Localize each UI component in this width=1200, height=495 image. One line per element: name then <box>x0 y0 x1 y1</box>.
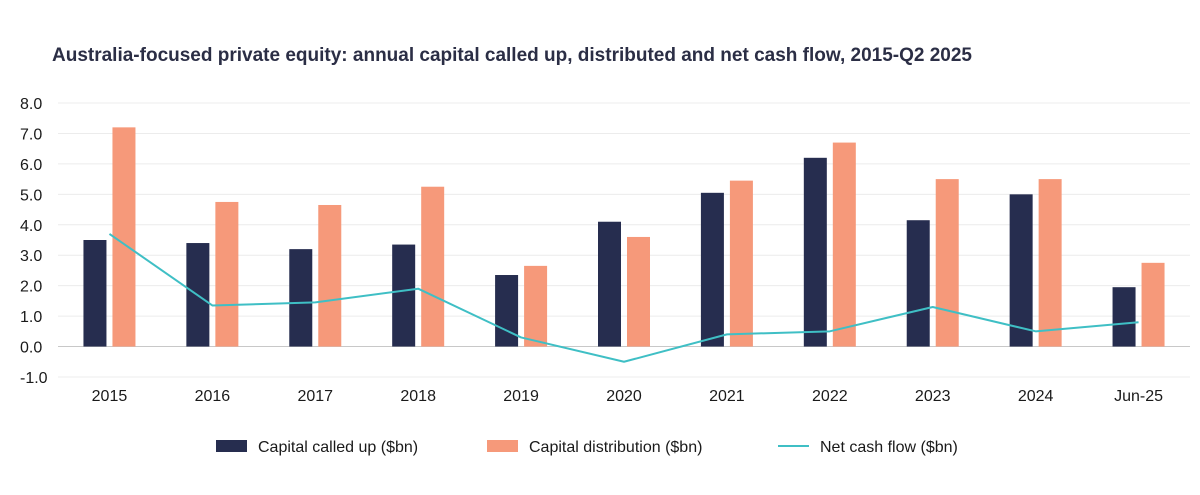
x-tick-label: 2023 <box>915 388 951 405</box>
x-tick-label: 2017 <box>297 388 333 405</box>
x-tick-label: 2024 <box>1018 388 1054 405</box>
bar-capital-distribution-2017 <box>318 204 342 347</box>
bar-capital-distribution-2015 <box>112 127 136 347</box>
bar-capital-distribution-2021 <box>729 180 753 347</box>
net-cash-flow-line <box>108 233 1139 363</box>
bar-capital-distribution-2016 <box>215 201 239 347</box>
bar-capital-distribution-2023 <box>935 179 959 347</box>
x-tick-label: 2016 <box>195 388 231 405</box>
y-tick-label: 5.0 <box>20 187 42 204</box>
y-tick-label: 8.0 <box>20 96 42 113</box>
x-tick-label: 2019 <box>503 388 539 405</box>
bar-capital-distribution-2018 <box>421 186 445 347</box>
bar-capital-called-up-2022 <box>803 157 827 347</box>
y-axis: 8.0 7.0 6.0 5.0 4.0 3.0 2.0 1.0 0.0 -1.0 <box>20 96 48 387</box>
y-tick-label: 2.0 <box>20 279 42 296</box>
bar-capital-called-up-2023 <box>906 220 930 347</box>
bar-capital-called-up-2024 <box>1009 194 1033 347</box>
y-tick-label: 6.0 <box>20 157 42 174</box>
net-cash-flow-line-group <box>108 233 1139 363</box>
legend-label: Capital called up ($bn) <box>258 439 418 456</box>
bar-capital-distribution-2024 <box>1038 179 1062 347</box>
legend-item: Net cash flow ($bn) <box>778 439 958 456</box>
legend-item: Capital called up ($bn) <box>216 439 418 456</box>
x-tick-label: 2020 <box>606 388 642 405</box>
bar-capital-called-up-2017 <box>289 249 313 347</box>
bar-capital-distribution-2022 <box>832 142 856 347</box>
x-tick-label: Jun-25 <box>1114 388 1163 405</box>
bar-capital-called-up-2019 <box>495 275 519 347</box>
legend-label: Net cash flow ($bn) <box>820 439 958 456</box>
y-tick-label: 7.0 <box>20 126 42 143</box>
y-tick-label: 0.0 <box>20 340 42 357</box>
bar-capital-distribution-2020 <box>627 236 650 347</box>
bar-capital-called-up-2018 <box>392 244 416 347</box>
bar-capital-called-up-2021 <box>700 192 724 347</box>
y-tick-label: 4.0 <box>20 218 42 235</box>
legend-label: Capital distribution ($bn) <box>529 439 702 456</box>
bar-capital-distribution-jun-25 <box>1141 262 1165 347</box>
x-tick-label: 2015 <box>92 388 128 405</box>
legend: Capital called up ($bn) Capital distribut… <box>216 439 958 456</box>
grid <box>58 102 1190 378</box>
x-tick-label: 2021 <box>709 388 745 405</box>
bar-capital-called-up-2020 <box>598 221 621 347</box>
y-tick-label: -1.0 <box>20 370 48 387</box>
chart-title: Australia-focused private equity: annual… <box>52 45 972 66</box>
x-tick-label: 2022 <box>812 388 848 405</box>
bar-capital-distribution-2019 <box>524 265 548 347</box>
legend-swatch <box>216 440 247 452</box>
y-tick-label: 1.0 <box>20 309 42 326</box>
x-axis: 2015 2016 2017 2018 2019 2020 2021 2022 2023 2024… <box>92 388 1163 405</box>
legend-swatch <box>487 440 518 452</box>
x-tick-label: 2018 <box>400 388 436 405</box>
y-tick-label: 3.0 <box>20 248 42 265</box>
legend-item: Capital distribution ($bn) <box>487 439 702 456</box>
bars <box>83 127 1165 347</box>
bar-capital-called-up-jun-25 <box>1112 287 1136 347</box>
bar-capital-called-up-2015 <box>83 240 107 347</box>
